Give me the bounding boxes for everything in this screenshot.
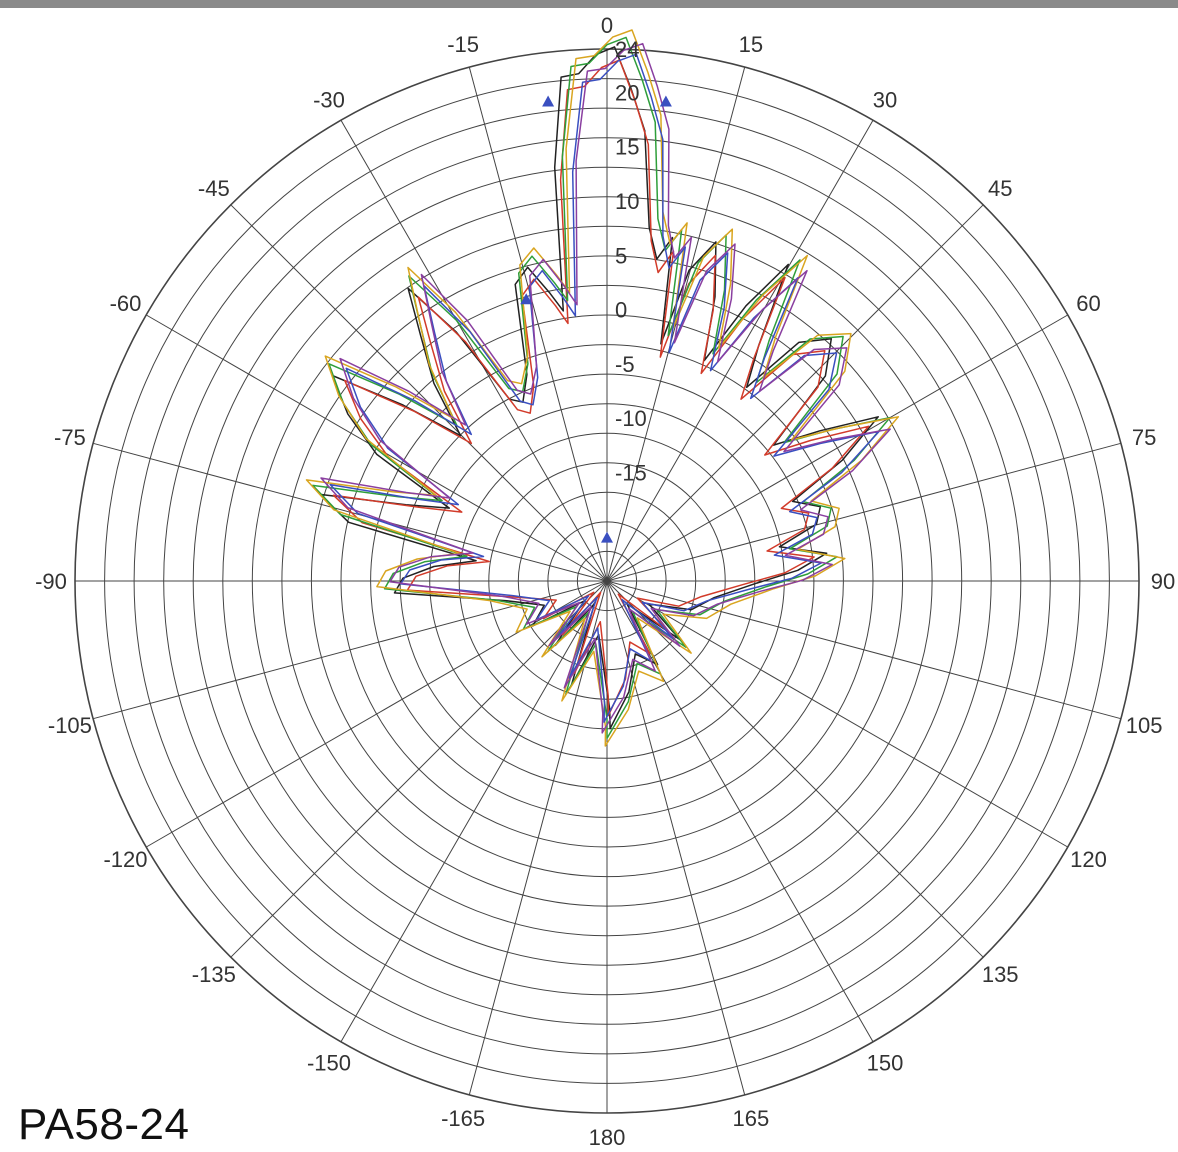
grid-spoke	[340, 580, 608, 1042]
angle-tick-label: 0	[601, 13, 613, 38]
series-marker	[601, 531, 613, 543]
angle-tick-label: 15	[739, 32, 763, 57]
grid-spoke	[92, 580, 608, 720]
grid-spoke	[606, 580, 984, 958]
angle-tick-label: -165	[441, 1106, 485, 1131]
grid-spoke	[606, 66, 746, 582]
grid-spoke	[606, 580, 874, 1042]
grid-spoke	[606, 442, 1122, 582]
angle-tick-label: -30	[313, 88, 345, 113]
series-marker	[542, 95, 555, 107]
grid-spoke	[606, 580, 1068, 848]
angle-tick-label: -135	[192, 962, 236, 987]
axis-labels: 0153045607590105120135150165180-165-150-…	[35, 13, 1175, 1150]
series-marker	[520, 293, 533, 305]
radial-tick-label: -5	[615, 352, 635, 377]
angle-tick-label: -90	[35, 569, 67, 594]
angle-tick-label: 120	[1070, 847, 1107, 872]
angle-tick-label: 105	[1126, 713, 1163, 738]
angle-tick-label: 60	[1076, 291, 1100, 316]
angle-tick-label: -75	[54, 425, 86, 450]
angle-tick-label: 165	[733, 1106, 770, 1131]
pattern-series-line	[319, 46, 879, 730]
radial-tick-label: -10	[615, 406, 647, 431]
radial-tick-label: 15	[615, 135, 639, 160]
angle-tick-label: 45	[988, 176, 1012, 201]
polar-grid	[74, 48, 1140, 1114]
angle-tick-label: -45	[198, 176, 230, 201]
angle-tick-label: 90	[1151, 569, 1175, 594]
model-label: PA58-24	[18, 1100, 190, 1149]
grid-spoke	[606, 580, 746, 1096]
angle-tick-label: -105	[48, 713, 92, 738]
pattern-series-group	[305, 29, 900, 747]
radial-tick-label: 20	[615, 80, 639, 105]
angle-tick-label: -15	[447, 32, 479, 57]
angle-tick-label: 150	[867, 1051, 904, 1076]
grid-spoke	[340, 120, 608, 582]
radial-tick-label: 0	[615, 298, 627, 323]
angle-tick-label: -120	[103, 847, 147, 872]
grid-spoke	[606, 314, 1068, 582]
radial-tick-label: 5	[615, 243, 627, 268]
angle-tick-label: 75	[1132, 425, 1156, 450]
pattern-series-line	[305, 29, 900, 747]
grid-spoke	[468, 66, 608, 582]
grid-spoke	[230, 580, 608, 958]
angle-tick-label: 180	[589, 1125, 626, 1150]
top-border-bar	[0, 0, 1178, 8]
grid-spoke	[606, 580, 1122, 720]
angle-tick-label: 30	[873, 88, 897, 113]
series-marker	[659, 95, 672, 107]
angle-tick-label: 135	[982, 962, 1019, 987]
angle-tick-label: -150	[307, 1051, 351, 1076]
grid-spoke	[606, 204, 984, 582]
angle-tick-label: -60	[110, 291, 142, 316]
pattern-series-line	[320, 42, 891, 734]
radial-tick-label: 24	[615, 37, 639, 62]
grid-spoke	[230, 204, 608, 582]
pattern-series-line	[329, 53, 880, 723]
grid-spoke	[146, 580, 608, 848]
radial-tick-label: 10	[615, 189, 639, 214]
radial-tick-label: -15	[615, 460, 647, 485]
grid-spoke	[606, 120, 874, 582]
